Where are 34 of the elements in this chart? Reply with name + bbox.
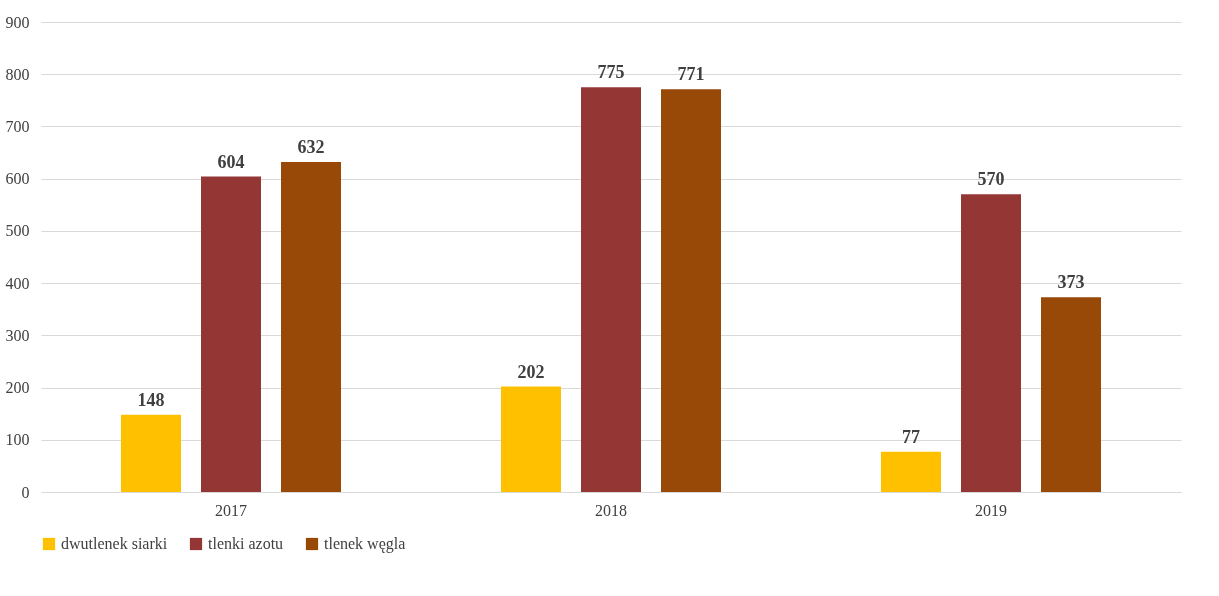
bar: [581, 87, 641, 492]
y-tick-label: 200: [5, 379, 30, 397]
y-tick-label: 0: [21, 483, 30, 501]
y-tick-label: 700: [5, 117, 30, 135]
data-label: 771: [677, 64, 705, 85]
bar: [121, 414, 181, 492]
legend-label: dwutlenek siarki: [61, 535, 168, 552]
data-label: 148: [137, 389, 165, 410]
y-tick-label: 100: [5, 431, 30, 449]
bar: [281, 161, 341, 492]
legend-label: tlenek węgla: [324, 535, 406, 553]
y-tick-label: 500: [5, 222, 30, 240]
data-label: 202: [517, 361, 545, 382]
data-label: 632: [297, 136, 325, 157]
y-tick-label: 800: [5, 65, 30, 83]
x-tick-label: 2017: [215, 501, 247, 519]
x-tick-label: 2018: [595, 501, 627, 519]
data-label: 775: [597, 62, 625, 83]
bar: [961, 194, 1021, 492]
data-label: 604: [217, 151, 245, 172]
bar: [501, 386, 561, 492]
bar: [661, 89, 721, 492]
y-tick-label: 300: [5, 326, 30, 344]
x-tick-label: 2019: [975, 501, 1007, 519]
bar: [881, 451, 941, 492]
data-label: 373: [1057, 272, 1085, 293]
y-tick-label: 600: [5, 170, 30, 188]
bar: [1041, 297, 1101, 492]
data-label: 570: [977, 169, 1005, 190]
y-tick-label: 900: [5, 13, 30, 31]
y-tick-label: 400: [5, 274, 30, 292]
data-label: 77: [902, 426, 920, 447]
bar: [201, 176, 261, 492]
legend-label: tlenki azotu: [208, 535, 284, 552]
